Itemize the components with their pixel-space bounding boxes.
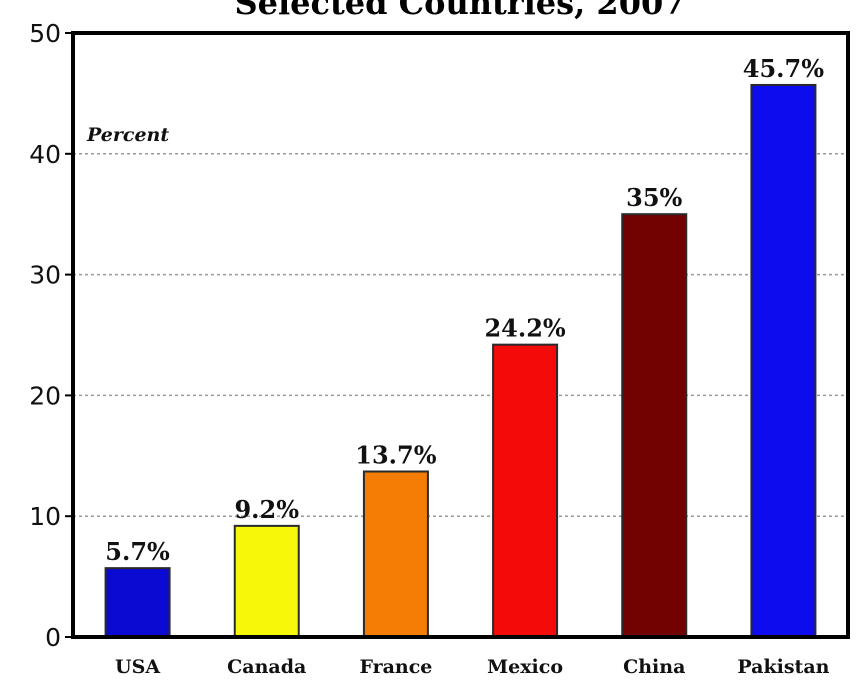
data-label-china: 35% [626,183,682,212]
y-tick-label-50: 50 [29,19,61,48]
y-tick-label-30: 30 [29,261,61,290]
axes-layer: 0 10 20 30 40 50 [29,19,850,652]
plot-frame [71,31,850,639]
bar-mexico [492,343,559,638]
bar-china [621,213,688,638]
bar-usa [104,567,171,638]
bar-canada [233,524,300,639]
x-tick-label-usa: USA [115,656,160,678]
y-tick-label-20: 20 [29,381,61,410]
x-tick-label-canada: Canada [227,656,306,678]
x-tick-label-france: France [359,656,432,678]
grid-layer [73,153,848,517]
x-tick-label-china: China [623,656,685,678]
data-label-france: 13.7% [355,441,436,470]
bar-pakistan [750,83,817,639]
unit-label: Percent [86,124,169,146]
y-tick-label-40: 40 [29,140,61,169]
chart-title: Selected Countries, 2007 [235,0,686,22]
x-tick-label-pakistan: Pakistan [737,656,829,678]
bars-layer [104,83,817,639]
labels-layer: 5.7% USA 9.2% Canada 13.7% France 24.2% Mexico 3… [105,54,829,678]
y-tick-label-0: 0 [45,623,61,652]
data-label-usa: 5.7% [105,537,170,566]
data-label-canada: 9.2% [234,495,299,524]
x-tick-label-mexico: Mexico [487,656,563,678]
bar-france [362,470,429,638]
data-label-pakistan: 45.7% [743,54,824,83]
y-tick-label-10: 10 [29,502,61,531]
data-label-mexico: 24.2% [484,314,565,343]
